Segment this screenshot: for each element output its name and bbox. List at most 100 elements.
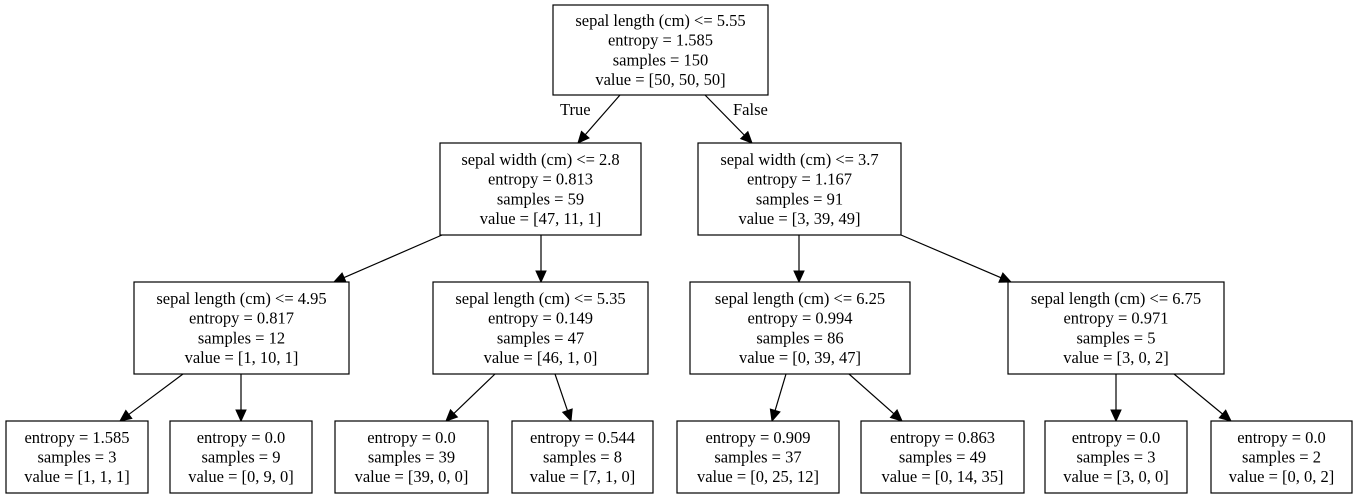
node-samples: samples = 12 (198, 328, 285, 347)
node-value: value = [3, 0, 2] (1063, 348, 1169, 367)
node-entropy: entropy = 0.817 (189, 309, 294, 328)
edge-n5-n11 (770, 374, 786, 421)
node-samples: samples = 86 (756, 328, 843, 347)
node-entropy: entropy = 0.863 (890, 428, 995, 447)
node-value: value = [50, 50, 50] (595, 70, 725, 89)
node-entropy: entropy = 0.813 (488, 170, 593, 189)
node-entropy: entropy = 0.0 (197, 428, 286, 447)
edge-n4-n10 (555, 374, 572, 421)
node-entropy: entropy = 1.167 (747, 170, 852, 189)
node-value: value = [47, 11, 1] (480, 209, 601, 228)
edge-n1-n4 (536, 235, 546, 282)
node-value: value = [0, 9, 0] (188, 467, 294, 486)
node-value: value = [1, 10, 1] (185, 348, 299, 367)
node-condition: sepal width (cm) <= 3.7 (720, 150, 878, 169)
node-samples: samples = 49 (899, 448, 986, 467)
node-value: value = [0, 14, 35] (881, 467, 1003, 486)
nodes-layer: sepal length (cm) <= 5.55entropy = 1.585… (6, 5, 1352, 493)
edge-line (555, 374, 567, 411)
node-condition: sepal width (cm) <= 2.8 (461, 150, 619, 169)
arrowhead-icon (536, 271, 546, 282)
node-samples: samples = 47 (497, 328, 584, 347)
edge-n1-n3 (334, 235, 442, 282)
arrowhead-icon (1111, 410, 1121, 421)
node-entropy: entropy = 0.994 (747, 309, 852, 328)
arrowhead-icon (999, 273, 1011, 282)
node-samples: samples = 150 (613, 50, 708, 69)
edge-line (775, 374, 786, 410)
arrowhead-icon (794, 271, 804, 282)
node-entropy: entropy = 0.0 (367, 428, 456, 447)
node-samples: samples = 59 (497, 189, 584, 208)
arrowhead-icon (563, 409, 572, 421)
node-entropy: entropy = 1.585 (24, 428, 129, 447)
node-value: value = [1, 1, 1] (24, 467, 130, 486)
node-entropy: entropy = 0.0 (1237, 428, 1326, 447)
true-branch-label: True (560, 100, 591, 119)
node-condition: sepal length (cm) <= 5.35 (455, 289, 625, 308)
arrowhead-icon (770, 409, 780, 421)
edge-n5-n12 (849, 374, 902, 421)
node-samples: samples = 37 (714, 448, 801, 467)
node-value: value = [46, 1, 0] (484, 348, 598, 367)
edge-line (901, 235, 1001, 278)
arrowhead-icon (236, 410, 246, 421)
edge-n3-n8 (236, 374, 246, 421)
node-condition: sepal length (cm) <= 6.25 (715, 289, 885, 308)
node-samples: samples = 3 (38, 448, 117, 467)
edge-line (849, 374, 894, 414)
edge-n4-n9 (446, 374, 495, 421)
node-value: value = [39, 0, 0] (355, 467, 469, 486)
node-value: value = [0, 0, 2] (1229, 467, 1335, 486)
node-samples: samples = 5 (1077, 328, 1156, 347)
edge-n3-n7 (120, 374, 183, 421)
node-condition: sepal length (cm) <= 5.55 (575, 11, 745, 30)
edge-line (454, 374, 495, 413)
edge-n2-n5 (794, 235, 804, 282)
edge-n6-n14 (1174, 374, 1231, 421)
arrowhead-icon (334, 273, 346, 282)
node-samples: samples = 9 (202, 448, 281, 467)
node-condition: sepal length (cm) <= 4.95 (156, 289, 326, 308)
edge-line (129, 374, 183, 414)
edge-n2-n6 (901, 235, 1011, 282)
node-entropy: entropy = 1.585 (608, 31, 713, 50)
edge-line (1174, 374, 1223, 414)
node-value: value = [3, 39, 49] (738, 209, 860, 228)
node-samples: samples = 39 (368, 448, 455, 467)
node-entropy: entropy = 0.544 (530, 428, 635, 447)
edge-line (344, 235, 442, 278)
node-value: value = [0, 39, 47] (739, 348, 861, 367)
node-condition: sepal length (cm) <= 6.75 (1031, 289, 1201, 308)
edge-n6-n13 (1111, 374, 1121, 421)
node-samples: samples = 8 (543, 448, 622, 467)
node-entropy: entropy = 0.909 (705, 428, 810, 447)
false-branch-label: False (733, 100, 768, 119)
arrowhead-icon (120, 410, 132, 421)
node-samples: samples = 2 (1242, 448, 1321, 467)
node-samples: samples = 3 (1077, 448, 1156, 467)
node-entropy: entropy = 0.149 (488, 309, 593, 328)
node-value: value = [7, 1, 0] (530, 467, 636, 486)
node-entropy: entropy = 0.0 (1072, 428, 1161, 447)
node-entropy: entropy = 0.971 (1063, 309, 1168, 328)
node-value: value = [0, 25, 12] (697, 467, 819, 486)
node-value: value = [3, 0, 0] (1063, 467, 1169, 486)
arrowhead-icon (1219, 410, 1231, 421)
node-samples: samples = 91 (756, 189, 843, 208)
